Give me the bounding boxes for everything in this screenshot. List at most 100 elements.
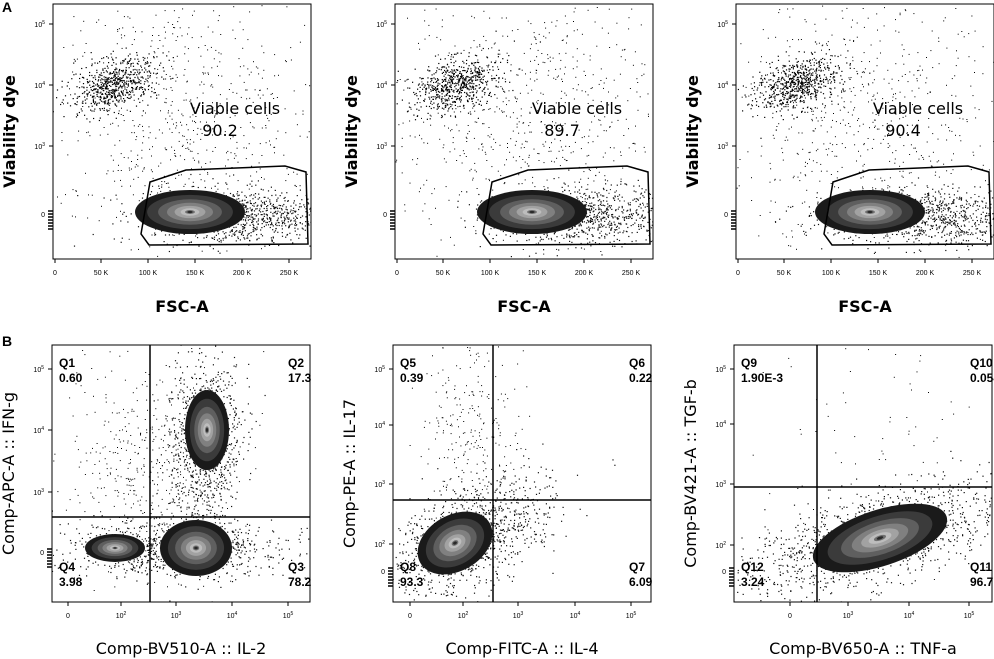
event-dot [299,41,301,43]
event-dot [123,60,125,62]
event-dot [195,122,197,124]
event-dot [149,75,151,77]
event-dot [899,14,901,16]
event-dot [115,81,118,83]
event-dot [465,156,467,157]
event-dot [523,52,525,54]
event-dot [245,205,247,207]
event-dot [236,141,238,143]
event-dot [585,194,587,197]
event-dot [623,219,626,221]
event-dot [233,174,235,176]
event-dot [556,157,558,159]
event-dot [542,143,544,145]
event-dot [425,105,428,107]
event-dot [705,96,706,97]
event-dot [650,208,652,210]
event-dot [213,231,215,233]
event-dot [613,231,615,233]
y-tick-label: 0 [41,212,45,219]
x-tick-label: 0 [395,270,399,277]
event-dot [414,93,416,96]
event-dot [230,83,232,85]
event-dot [436,80,438,82]
event-dot [256,228,258,230]
event-dot [242,228,244,230]
event-dot [404,204,406,206]
event-dot [219,61,221,63]
event-dot [385,186,386,187]
event-dot [573,11,575,13]
event-dot [167,182,169,184]
event-dot [602,204,604,206]
event-dot [335,217,336,218]
event-dot [637,109,639,111]
event-dot [737,167,739,169]
event-dot [485,81,487,83]
event-dot [831,103,833,105]
event-dot [507,35,509,37]
event-dot [500,86,502,88]
event-dot [190,173,192,176]
event-dot [265,125,267,126]
event-dot [475,230,477,232]
event-dot [113,62,115,64]
event-dot [154,92,156,94]
event-dot [262,219,264,221]
event-dot [102,101,104,103]
event-dot [293,207,295,209]
event-dot [645,189,647,191]
event-dot [598,209,600,211]
event-dot [135,87,137,89]
event-dot [458,97,461,100]
x-tick-label: 200 K [233,270,252,277]
event-dot [244,199,246,201]
event-dot [547,54,549,56]
event-dot [75,190,77,192]
event-dot [453,244,455,246]
event-dot [430,100,432,102]
event-dot [142,130,144,132]
event-dot [178,174,180,176]
event-dot [468,83,470,85]
event-dot [289,224,291,226]
event-dot [271,223,273,225]
event-dot [543,186,545,188]
event-dot [251,154,253,156]
event-dot [455,71,457,73]
event-dot [535,236,537,238]
event-dot [471,100,473,102]
event-dot [493,227,495,229]
event-dot [182,135,184,137]
event-dot [277,221,279,224]
event-dot [943,227,945,229]
event-dot [609,220,611,222]
event-dot [526,84,528,86]
event-dot [313,91,314,92]
event-dot [428,92,430,94]
event-dot [463,153,465,155]
event-dot [529,48,531,50]
event-dot [623,230,625,232]
event-dot [448,97,450,99]
event-dot [255,229,257,231]
event-dot [445,72,447,74]
event-dot [651,207,653,209]
event-dot [191,150,193,152]
event-dot [75,116,78,118]
event-dot [491,78,493,80]
event-dot [113,71,115,73]
event-dot [571,111,573,113]
event-dot [512,267,513,268]
event-dot [524,132,526,134]
event-dot [592,204,595,206]
event-dot [313,217,314,218]
event-dot [186,139,188,141]
event-dot [249,11,251,13]
event-dot [281,228,283,230]
event-dot [512,233,514,235]
event-dot [154,52,156,54]
event-dot [127,62,130,64]
event-dot [387,245,388,246]
event-dot [581,137,583,139]
